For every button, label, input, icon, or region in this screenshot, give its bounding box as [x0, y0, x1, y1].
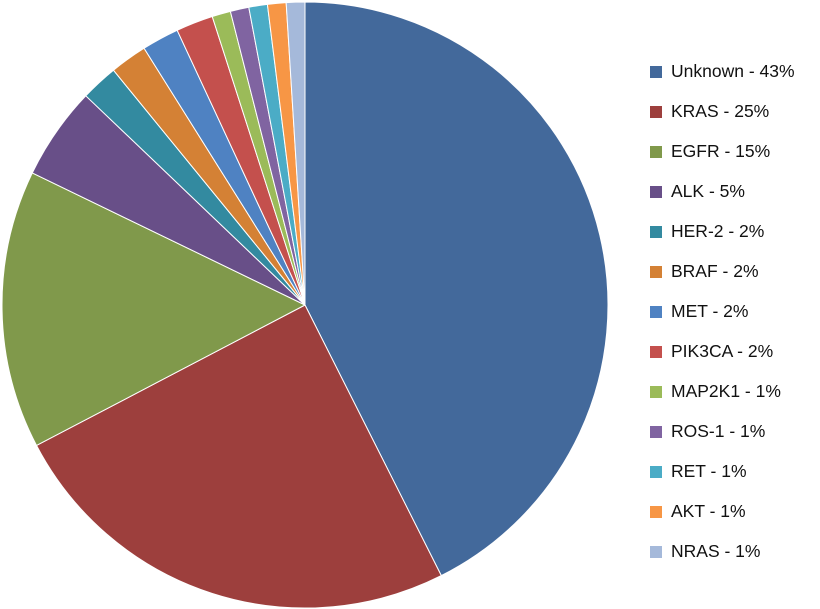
legend-item-akt: AKT - 1%	[650, 492, 820, 532]
chart-legend: Unknown - 43% KRAS - 25% EGFR - 15% ALK …	[650, 52, 820, 572]
legend-item-ret: RET - 1%	[650, 452, 820, 492]
legend-label-map2k1: MAP2K1 - 1%	[671, 381, 781, 402]
legend-label-nras: NRAS - 1%	[671, 541, 761, 562]
legend-item-nras: NRAS - 1%	[650, 532, 820, 572]
legend-label-braf: BRAF - 2%	[671, 261, 759, 282]
legend-swatch-egfr	[650, 146, 662, 158]
legend-swatch-ros-1	[650, 426, 662, 438]
legend-label-akt: AKT - 1%	[671, 501, 746, 522]
legend-swatch-nras	[650, 546, 662, 558]
legend-item-alk: ALK - 5%	[650, 172, 820, 212]
legend-swatch-unknown	[650, 66, 662, 78]
legend-label-kras: KRAS - 25%	[671, 101, 770, 122]
legend-item-braf: BRAF - 2%	[650, 252, 820, 292]
legend-label-alk: ALK - 5%	[671, 181, 745, 202]
legend-label-unknown: Unknown - 43%	[671, 61, 795, 82]
legend-item-her-2: HER-2 - 2%	[650, 212, 820, 252]
pie-slice-egfr	[1, 172, 306, 446]
legend-swatch-met	[650, 306, 662, 318]
legend-item-kras: KRAS - 25%	[650, 92, 820, 132]
legend-item-unknown: Unknown - 43%	[650, 52, 820, 92]
legend-swatch-kras	[650, 106, 662, 118]
legend-label-met: MET - 2%	[671, 301, 749, 322]
legend-swatch-braf	[650, 266, 662, 278]
legend-item-ros-1: ROS-1 - 1%	[650, 412, 820, 452]
legend-swatch-alk	[650, 186, 662, 198]
legend-item-met: MET - 2%	[650, 292, 820, 332]
legend-label-ret: RET - 1%	[671, 461, 747, 482]
legend-swatch-her-2	[650, 226, 662, 238]
pie-slice-kras	[36, 304, 442, 609]
legend-item-pik3ca: PIK3CA - 2%	[650, 332, 820, 372]
legend-label-her-2: HER-2 - 2%	[671, 221, 765, 242]
legend-label-ros-1: ROS-1 - 1%	[671, 421, 766, 442]
pie-plot-area	[1, 1, 609, 609]
legend-label-egfr: EGFR - 15%	[671, 141, 771, 162]
pie-slice-unknown	[304, 1, 609, 577]
legend-item-map2k1: MAP2K1 - 1%	[650, 372, 820, 412]
legend-swatch-akt	[650, 506, 662, 518]
legend-label-pik3ca: PIK3CA - 2%	[671, 341, 774, 362]
legend-swatch-pik3ca	[650, 346, 662, 358]
legend-swatch-ret	[650, 466, 662, 478]
legend-swatch-map2k1	[650, 386, 662, 398]
pie-slice-nras	[285, 1, 306, 306]
legend-item-egfr: EGFR - 15%	[650, 132, 820, 172]
